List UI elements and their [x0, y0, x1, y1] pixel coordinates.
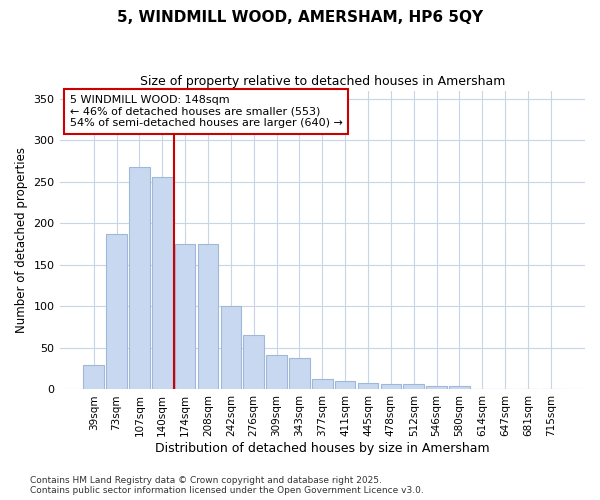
Bar: [518, 388, 538, 390]
Bar: [221, 306, 241, 390]
Bar: [175, 244, 196, 390]
Bar: [129, 167, 150, 390]
Bar: [198, 244, 218, 390]
Bar: [449, 386, 470, 390]
Text: 5 WINDMILL WOOD: 148sqm
← 46% of detached houses are smaller (553)
54% of semi-d: 5 WINDMILL WOOD: 148sqm ← 46% of detache…: [70, 95, 343, 128]
Bar: [244, 336, 264, 390]
Bar: [541, 388, 561, 390]
Text: 5, WINDMILL WOOD, AMERSHAM, HP6 5QY: 5, WINDMILL WOOD, AMERSHAM, HP6 5QY: [117, 10, 483, 25]
Bar: [495, 388, 515, 390]
Bar: [152, 177, 173, 390]
Bar: [403, 384, 424, 390]
Bar: [106, 234, 127, 390]
Bar: [358, 383, 378, 390]
Bar: [83, 366, 104, 390]
Bar: [335, 381, 355, 390]
Bar: [472, 388, 493, 390]
Bar: [380, 384, 401, 390]
Title: Size of property relative to detached houses in Amersham: Size of property relative to detached ho…: [140, 75, 505, 88]
Bar: [312, 378, 332, 390]
Bar: [426, 386, 447, 390]
Bar: [289, 358, 310, 390]
Y-axis label: Number of detached properties: Number of detached properties: [15, 147, 28, 333]
X-axis label: Distribution of detached houses by size in Amersham: Distribution of detached houses by size …: [155, 442, 490, 455]
Bar: [266, 356, 287, 390]
Text: Contains HM Land Registry data © Crown copyright and database right 2025.
Contai: Contains HM Land Registry data © Crown c…: [30, 476, 424, 495]
